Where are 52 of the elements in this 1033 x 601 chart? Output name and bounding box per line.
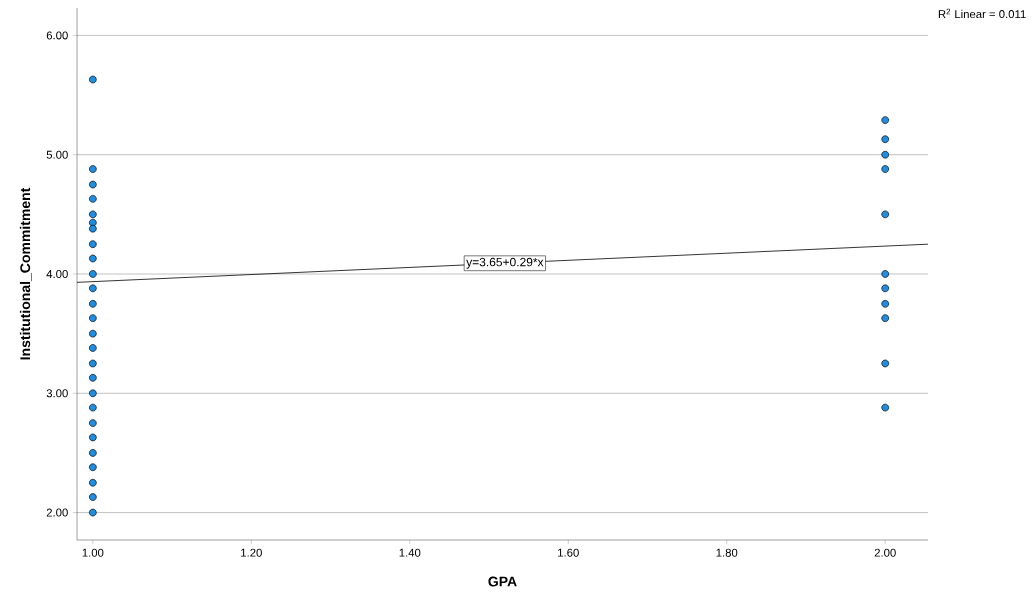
point [881,270,890,278]
point [89,240,97,248]
point [89,180,97,189]
point [89,344,97,352]
point [89,493,97,501]
x-axis-title: GPA [488,576,517,587]
point [89,210,97,219]
annotation: y=3.65+0.29*x [466,257,544,269]
point [89,419,97,427]
point [89,270,97,278]
point [89,389,97,398]
point [881,359,890,368]
point [89,75,97,84]
point [89,449,97,457]
point [89,373,97,382]
y-tick-label: 5.00 [46,150,68,159]
point [89,359,97,368]
point [881,116,890,124]
point [89,403,97,412]
point [89,300,97,308]
point [881,403,890,412]
point [89,254,97,263]
x-tick-label: 1.40 [399,548,421,557]
point [89,284,97,293]
point [89,329,97,338]
point [89,463,97,472]
point [881,135,890,144]
point [89,433,97,442]
point [881,300,890,308]
y-tick-label: 2.00 [46,508,68,517]
point [89,478,97,487]
x-tick-label: 1.00 [82,548,104,557]
point [89,165,97,173]
point [89,218,97,227]
point [881,165,890,173]
point [881,284,890,293]
point [89,314,97,322]
x-tick-label: 1.20 [241,548,262,557]
y-tick-label: 3.00 [46,389,68,398]
x-tick-label: 1.60 [558,548,579,557]
x-tick-label: 2.00 [874,548,896,557]
point [89,508,97,517]
x-tick-label: 1.80 [716,548,738,557]
point [881,210,890,219]
y-tick-label: 6.00 [46,31,68,40]
point [89,224,97,233]
point [89,195,97,203]
text: R$^{2}$ Linear = 0.011 [938,8,1026,19]
point [881,314,890,322]
y-tick-label: 4.00 [46,270,68,278]
point [881,150,890,159]
y-axis-title: Institutional_Commitment [19,187,32,360]
